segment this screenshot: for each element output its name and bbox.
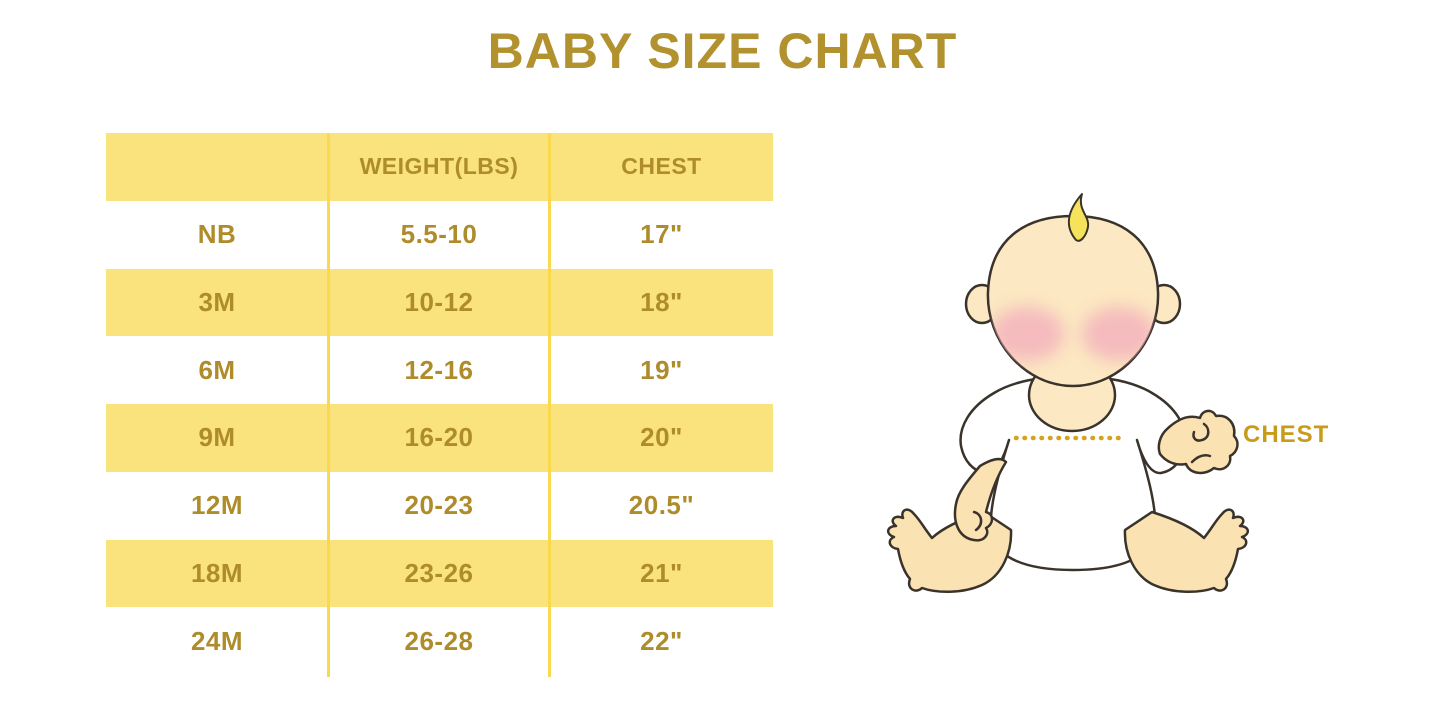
column-divider-1 <box>327 133 330 677</box>
weight-cell: 20-23 <box>404 490 474 521</box>
baby-right-cheek <box>1082 307 1156 361</box>
size-table: WEIGHT(LBS) CHEST NB 5.5-10 17" 3M 10-12… <box>106 133 773 677</box>
baby-head <box>986 214 1160 388</box>
size-cell: 9M <box>198 422 236 453</box>
chest-cell: 21" <box>640 557 683 588</box>
column-divider-2 <box>548 133 551 677</box>
baby-right-leg <box>1123 508 1249 593</box>
chest-cell: 19" <box>640 354 683 385</box>
table-row: 12M 20-23 20.5" <box>106 471 773 540</box>
table-row: NB 5.5-10 17" <box>106 200 773 269</box>
baby-left-arm <box>953 457 1008 542</box>
baby-hair-tuft <box>1067 193 1090 242</box>
header-cell-chest: CHEST <box>621 153 702 180</box>
header-cell-size <box>106 133 328 201</box>
table-row: 3M 10-12 18" <box>106 268 773 337</box>
chest-cell: 17" <box>640 219 683 250</box>
table-header-row: WEIGHT(LBS) CHEST <box>106 133 773 201</box>
baby-illustration <box>887 193 1249 593</box>
table-row: 24M 26-28 22" <box>106 607 773 675</box>
chest-cell: 18" <box>640 286 683 317</box>
chest-cell: 22" <box>640 625 683 656</box>
chest-cell: 20.5" <box>628 490 695 521</box>
weight-cell: 10-12 <box>404 286 474 317</box>
baby-fist-knuckles <box>1190 454 1212 464</box>
table-row: 9M 16-20 20" <box>106 404 773 472</box>
size-cell: 12M <box>190 490 244 521</box>
header-cell-weight: WEIGHT(LBS) <box>359 153 519 180</box>
weight-cell: 12-16 <box>404 354 474 385</box>
weight-cell: 23-26 <box>404 557 474 588</box>
table-body: NB 5.5-10 17" 3M 10-12 18" 6M 12-16 19" … <box>106 200 773 675</box>
size-cell: NB <box>197 219 237 250</box>
weight-cell: 26-28 <box>404 625 474 656</box>
table-row: 6M 12-16 19" <box>106 336 773 404</box>
size-cell: 3M <box>198 286 236 317</box>
chest-measure-label: CHEST <box>1243 421 1330 448</box>
chest-cell: 20" <box>640 422 683 453</box>
weight-cell: 5.5-10 <box>400 219 478 250</box>
baby-left-cheek <box>990 307 1064 361</box>
table-row: 18M 23-26 21" <box>106 539 773 608</box>
weight-cell: 16-20 <box>404 422 474 453</box>
baby-right-arm <box>1157 409 1239 475</box>
size-cell: 24M <box>190 625 244 656</box>
baby-left-hand-fingers <box>972 510 983 532</box>
baby-fist-thumb <box>1192 422 1210 442</box>
size-cell: 18M <box>190 557 244 588</box>
size-cell: 6M <box>198 354 236 385</box>
page-title: BABY SIZE CHART <box>487 23 958 79</box>
